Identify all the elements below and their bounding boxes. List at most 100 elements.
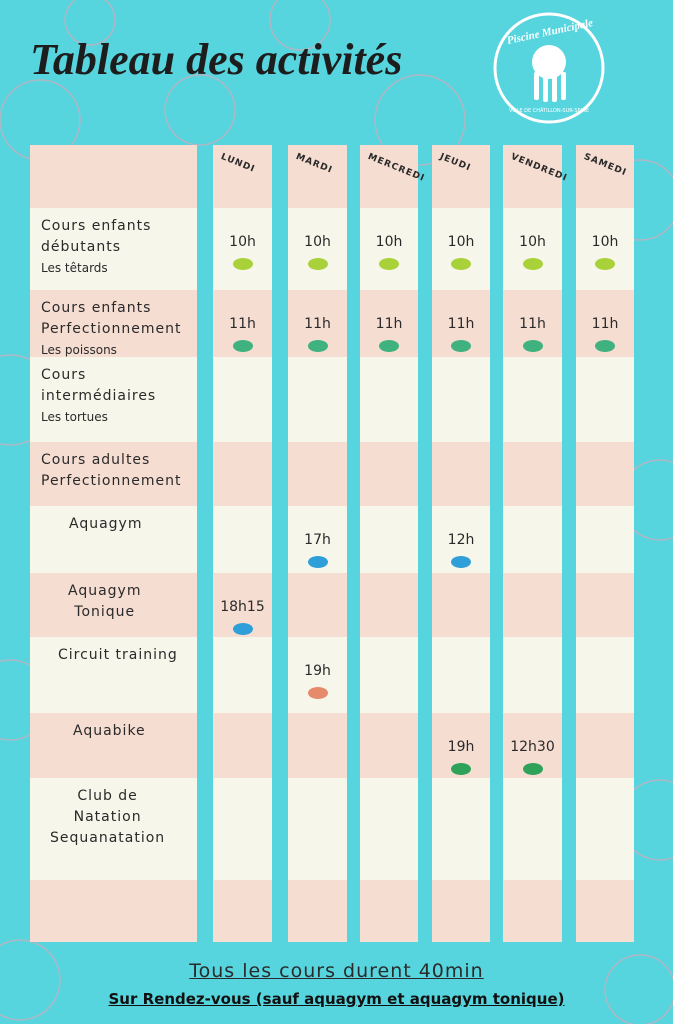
activity-line: Club de bbox=[77, 788, 138, 804]
session-time: 11h bbox=[591, 316, 619, 332]
session-time: 10h bbox=[591, 234, 619, 250]
group-name: Les tortues bbox=[41, 410, 108, 424]
table-cell bbox=[576, 573, 634, 637]
session-time: 12h30 bbox=[510, 739, 555, 755]
table-cell bbox=[576, 713, 634, 778]
activity-icon bbox=[522, 340, 543, 352]
table-cell bbox=[30, 573, 197, 637]
table-cell bbox=[30, 290, 197, 357]
table-cell bbox=[213, 506, 272, 573]
table-cell bbox=[503, 357, 562, 442]
activity-line: Tonique bbox=[74, 604, 136, 620]
table-cell bbox=[576, 145, 634, 208]
session-time: 17h bbox=[304, 532, 331, 548]
title: Tableau des activités bbox=[30, 35, 403, 84]
table-cell bbox=[288, 145, 347, 208]
activity-icon bbox=[451, 763, 471, 775]
activity-line: Aquagym bbox=[68, 583, 142, 599]
table-cell bbox=[360, 778, 418, 880]
activity-icon bbox=[451, 258, 471, 270]
activity-line: débutants bbox=[41, 239, 121, 255]
table-cell bbox=[503, 442, 562, 506]
table-cell bbox=[576, 506, 634, 573]
table-cell bbox=[213, 713, 272, 778]
table-cell bbox=[288, 713, 347, 778]
activity-line: Cours enfants bbox=[41, 218, 152, 234]
table-cell bbox=[360, 713, 418, 778]
session-time: 19h bbox=[447, 739, 475, 755]
table-cell bbox=[576, 637, 634, 713]
table-cell bbox=[360, 145, 418, 208]
table-cell bbox=[432, 442, 490, 506]
table-cell bbox=[432, 208, 490, 290]
session-time: 10h bbox=[519, 234, 546, 250]
activity-line: Perfectionnement bbox=[41, 473, 182, 489]
group-name: Les têtards bbox=[41, 261, 108, 275]
table-cell bbox=[213, 208, 272, 290]
session-time: 11h bbox=[375, 316, 403, 332]
activity-icon bbox=[451, 340, 471, 352]
table-cell bbox=[30, 880, 197, 942]
session-time: 10h bbox=[229, 234, 256, 250]
table-cell bbox=[360, 208, 418, 290]
table-cell bbox=[503, 637, 562, 713]
table-cell bbox=[288, 442, 347, 506]
table-cell bbox=[30, 357, 197, 442]
session-time: 10h bbox=[304, 234, 331, 250]
activity-line: Cours bbox=[41, 367, 87, 383]
activity-label: Cours enfants débutants Les têtards bbox=[41, 216, 151, 279]
activity-label: Club de Natation Sequanatation bbox=[50, 786, 165, 849]
activity-label: Cours intermédiaires Les tortues bbox=[41, 365, 156, 428]
session-time: 11h bbox=[229, 316, 256, 332]
activity-line: intermédiaires bbox=[41, 388, 157, 404]
activity-label: Cours enfants Perfectionnement Les poisson… bbox=[41, 298, 181, 361]
table-cell bbox=[432, 357, 490, 442]
table-cell bbox=[288, 637, 347, 713]
session-time: 18h15 bbox=[220, 599, 265, 615]
activity-label: Circuit training bbox=[58, 645, 178, 666]
activity-icon bbox=[232, 623, 253, 635]
logo-town: VILLE DE CHÂTILLON-SUR-SEINE bbox=[508, 108, 590, 114]
activity-icon bbox=[307, 556, 328, 568]
activity-line: Cours enfants bbox=[41, 300, 152, 316]
table-cell bbox=[288, 778, 347, 880]
table-cell bbox=[432, 573, 490, 637]
activity-line: Aquagym bbox=[69, 516, 143, 532]
activity-line: Perfectionnement bbox=[41, 321, 182, 337]
session-time: 11h bbox=[447, 316, 475, 332]
table-cell bbox=[288, 357, 347, 442]
activity-line: Circuit training bbox=[58, 647, 178, 663]
session-time: 19h bbox=[304, 663, 331, 679]
table-cell bbox=[213, 637, 272, 713]
table-cell bbox=[213, 442, 272, 506]
table-cell bbox=[432, 637, 490, 713]
activity-icon bbox=[522, 763, 543, 775]
activity-icon bbox=[595, 340, 615, 352]
table-cell bbox=[503, 208, 562, 290]
activity-label: Aquabike bbox=[73, 721, 146, 742]
table-cell bbox=[576, 778, 634, 880]
activity-icon bbox=[232, 258, 253, 270]
table-cell bbox=[576, 880, 634, 942]
table-cell bbox=[30, 713, 197, 778]
session-time: 10h bbox=[375, 234, 403, 250]
table-cell bbox=[432, 145, 490, 208]
table-cell bbox=[576, 442, 634, 506]
activity-label: Cours adultes Perfectionnement bbox=[41, 450, 181, 492]
session-time: 12h bbox=[447, 532, 475, 548]
table-cell bbox=[213, 145, 272, 208]
table-cell bbox=[503, 778, 562, 880]
activity-icon bbox=[307, 258, 328, 270]
table-cell bbox=[30, 208, 197, 290]
table-cell bbox=[576, 357, 634, 442]
session-time: 11h bbox=[519, 316, 546, 332]
activity-icon bbox=[307, 687, 328, 699]
table-cell bbox=[30, 145, 197, 208]
table-cell bbox=[360, 573, 418, 637]
table-cell bbox=[360, 880, 418, 942]
table-cell bbox=[30, 442, 197, 506]
table-cell bbox=[576, 208, 634, 290]
activity-icon bbox=[522, 258, 543, 270]
